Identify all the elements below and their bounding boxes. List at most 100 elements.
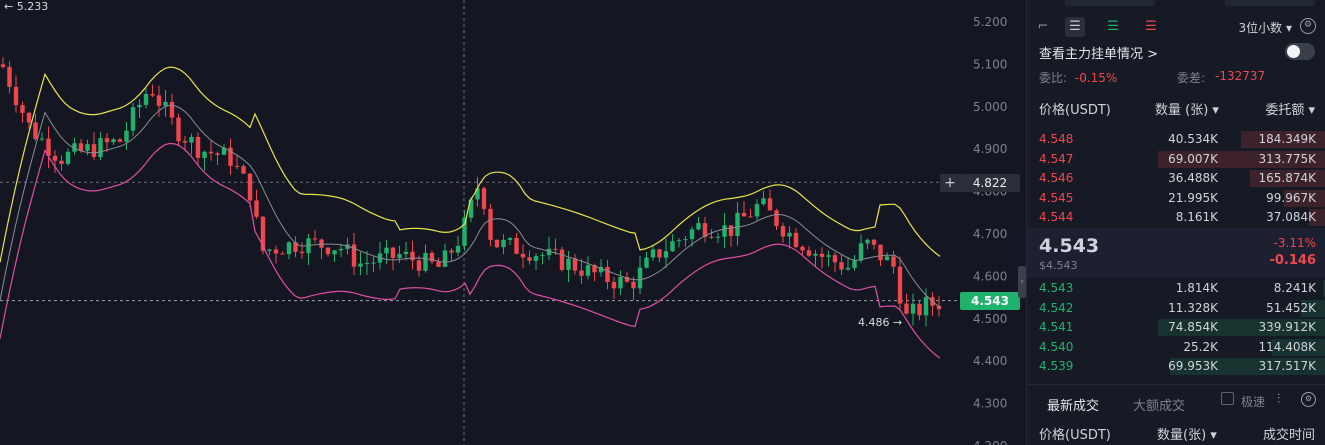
candle-body (319, 239, 324, 248)
ask-depth-bar (1157, 150, 1325, 168)
candle-body (33, 122, 38, 140)
settings-icon[interactable]: ⚙ (1300, 18, 1316, 34)
candle-body (657, 249, 662, 258)
trade-qty-header[interactable]: 数量(张) ▾ (1157, 428, 1217, 443)
candle-body (839, 262, 844, 270)
candle-body (832, 255, 838, 263)
candle-body (150, 93, 155, 96)
candle-body (527, 257, 532, 261)
candle-body (182, 141, 188, 143)
candle-body (111, 139, 116, 143)
candle-body (332, 250, 337, 255)
candle-body (650, 249, 656, 258)
bid-price: 4.540 (1039, 339, 1074, 354)
undo-icon[interactable]: ⌐ (1037, 19, 1049, 34)
ask-depth-bar (1283, 189, 1325, 207)
main-orders-link[interactable]: 查看主力挂单情况 > (1039, 47, 1159, 62)
speed-checkbox[interactable] (1221, 392, 1234, 405)
order-book-toolbar: ⌐ ☰ ☰ ☰ 3位小数 ▾ ⚙ (1027, 14, 1325, 40)
ask-row[interactable]: 4.544 8.161K 37.084K (1027, 208, 1325, 227)
bid-qty: 25.2K (1183, 339, 1218, 354)
candle-body (338, 248, 344, 251)
main-orders-toggle[interactable] (1285, 43, 1315, 60)
filter-icon[interactable]: ⫶ (1277, 392, 1281, 407)
candle-body (904, 303, 909, 314)
candle-body (780, 226, 786, 237)
bid-qty: 69.953K (1168, 359, 1218, 373)
bid-price: 4.542 (1039, 300, 1074, 315)
ask-row[interactable]: 4.545 21.995K 99.967K (1027, 189, 1325, 208)
ask-row[interactable]: 4.548 40.534K 184.349K (1027, 130, 1325, 149)
top-tab-1[interactable] (1065, 0, 1155, 6)
trade-time-header: 成交时间 (1262, 428, 1315, 443)
candle-body (436, 261, 441, 267)
candle-body (85, 144, 90, 151)
tab-latest-trades[interactable]: 最新成交 (1047, 399, 1100, 414)
candle-body (702, 223, 708, 237)
candle-body (13, 86, 19, 106)
candle-body (163, 101, 168, 106)
book-both-icon[interactable]: ☰ (1065, 17, 1085, 37)
candle-body (774, 210, 779, 227)
qty-column-header[interactable]: 数量 (张) ▾ (1155, 103, 1219, 118)
price-chart[interactable]: 5.2005.1005.0004.9004.8004.7004.6004.500… (0, 0, 1026, 445)
candle-body (579, 270, 584, 276)
ask-qty: 69.007K (1168, 151, 1218, 166)
bid-amount: 339.912K (1258, 320, 1317, 334)
candlestick-chart[interactable]: 5.2005.1005.0004.9004.8004.7004.6004.500… (0, 0, 1025, 445)
candle-body (462, 217, 467, 246)
bid-depth-bar (1169, 358, 1325, 375)
candle-body (20, 105, 25, 113)
y-tick-label: 4.200 (973, 439, 1007, 445)
tab-large-trades[interactable]: 大额成交 (1133, 399, 1186, 414)
bid-amount: 51.452K (1266, 300, 1316, 315)
candle-body (104, 138, 110, 143)
candle-body (728, 225, 734, 236)
bid-price: 4.541 (1039, 320, 1074, 334)
book-bids-icon[interactable]: ☰ (1107, 19, 1119, 34)
candle-body (475, 188, 480, 200)
change-percent: -3.11% (1273, 236, 1316, 250)
candle-body (891, 256, 896, 267)
candle-body (65, 151, 71, 164)
ask-row[interactable]: 4.546 36.488K 165.874K (1027, 169, 1325, 188)
ask-price: 4.544 (1039, 210, 1074, 224)
candle-body (800, 246, 805, 251)
bid-row[interactable]: 4.541 74.854K 339.912K (1027, 318, 1325, 337)
ratio-label: 委比: (1039, 71, 1068, 85)
candle-body (624, 277, 630, 282)
add-alert-button[interactable]: + (940, 174, 960, 192)
book-asks-icon[interactable]: ☰ (1145, 19, 1157, 34)
candle-body (806, 250, 812, 256)
candle-body (605, 266, 610, 283)
middle-band-line (0, 104, 941, 308)
bid-row[interactable]: 4.539 69.953K 317.517K (1027, 357, 1325, 376)
bid-row[interactable]: 4.540 25.2K 114.408K (1027, 338, 1325, 357)
top-tab-2[interactable] (1225, 0, 1315, 6)
panel-collapse-handle[interactable]: › (1018, 266, 1026, 298)
candle-body (923, 297, 929, 316)
bid-row[interactable]: 4.543 1.814K 8.241K (1027, 279, 1325, 298)
order-book-panel: ⌐ ☰ ☰ ☰ 3位小数 ▾ ⚙ 查看主力挂单情况 > 委比: -0.15% 委… (1026, 0, 1325, 445)
ask-qty: 21.995K (1168, 190, 1218, 205)
amount-column-header[interactable]: 委托额 ▾ (1265, 103, 1315, 118)
bid-depth-bar (1271, 338, 1325, 356)
decimals-dropdown[interactable]: 3位小数 ▾ (1238, 21, 1292, 35)
candle-body (416, 260, 422, 271)
candle-body (494, 239, 500, 248)
candle-body (897, 266, 903, 304)
change-value: -0.146 (1269, 253, 1316, 268)
y-tick-label: 4.600 (973, 269, 1007, 283)
candle-body (312, 238, 318, 240)
candle-body (845, 267, 851, 270)
candle-body (169, 101, 175, 118)
candle-body (215, 153, 220, 155)
ask-row[interactable]: 4.547 69.007K 313.775K (1027, 150, 1325, 169)
candle-body (241, 166, 246, 174)
candle-body (696, 223, 701, 230)
bid-row[interactable]: 4.542 11.328K 51.452K (1027, 299, 1325, 318)
min-price-marker: 4.486 → (858, 316, 903, 329)
trade-settings-icon[interactable]: ⚙ (1301, 392, 1316, 407)
candle-body (143, 93, 149, 105)
ask-depth-bar (1241, 131, 1325, 148)
